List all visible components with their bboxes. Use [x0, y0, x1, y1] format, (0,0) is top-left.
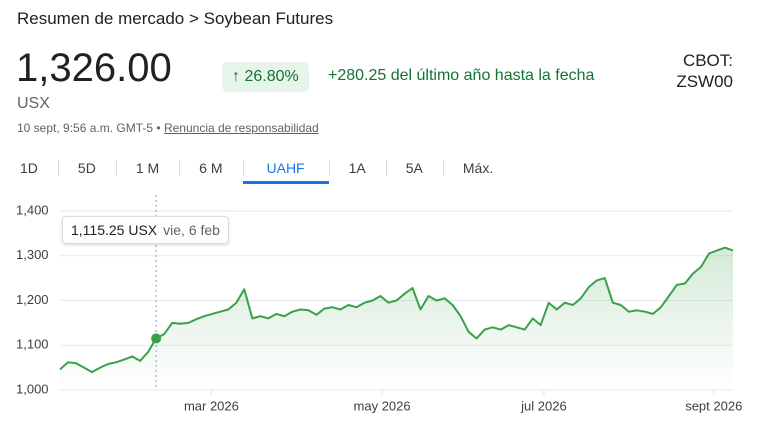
- price: 1,326.00: [16, 46, 172, 90]
- range-tab[interactable]: 6 M: [179, 152, 242, 184]
- x-tick-label: jul 2026: [520, 398, 567, 413]
- x-tick-label: mar 2026: [184, 398, 239, 413]
- range-tab[interactable]: 5D: [57, 152, 116, 184]
- range-tab[interactable]: 1D: [20, 160, 38, 176]
- y-tick-label: 1,200: [16, 292, 49, 307]
- range-tab[interactable]: 5A: [385, 152, 443, 184]
- y-tick-label: 1,100: [16, 337, 49, 352]
- exchange: CBOT:: [682, 51, 733, 70]
- range-tab[interactable]: Máx.: [442, 152, 513, 184]
- range-tab[interactable]: UAHF: [242, 152, 329, 184]
- hover-point: [151, 333, 162, 344]
- symbol: ZSW00: [676, 72, 733, 91]
- range-tab[interactable]: 1 M: [115, 152, 179, 184]
- change-percent: 26.80%: [244, 68, 299, 85]
- chart: 1,000 1,100 1,200 1,300 1,400 mar 2026 may 202…: [16, 195, 742, 413]
- change-text: +280.25 del último año hasta la fecha: [328, 67, 595, 84]
- y-tick-label: 1,400: [16, 202, 49, 217]
- x-tick-label: may 2026: [354, 398, 411, 413]
- tooltip-value: 1,115.25 USX: [71, 222, 158, 238]
- area: [60, 247, 733, 390]
- y-tick-label: 1,000: [16, 381, 49, 396]
- x-tick-label: sept 2026: [685, 398, 742, 413]
- line: [59, 246, 734, 374]
- exchange-box: CBOT: ZSW00: [676, 50, 733, 92]
- change-pill: ↑ 26.80%: [222, 62, 309, 92]
- disclaimer-link[interactable]: Renuncia de responsabilidad: [163, 121, 319, 135]
- tooltip: 1,115.25 USX vie, 6 feb: [62, 216, 229, 244]
- unit: USX: [17, 95, 50, 112]
- y-tick-label: 1,300: [16, 247, 49, 262]
- timestamp-row: 10 sept, 9:56 a.m. GMT-5 • Renuncia de r…: [17, 121, 319, 135]
- timestamp: 10 sept, 9:56 a.m. GMT-5 •: [17, 121, 161, 135]
- arrow-icon: ↑: [232, 68, 245, 85]
- tooltip-date: vie, 6 feb: [163, 222, 220, 238]
- range-tab[interactable]: 1A: [328, 152, 386, 184]
- breadcrumb[interactable]: Resumen de mercado > Soybean Futures: [17, 9, 334, 28]
